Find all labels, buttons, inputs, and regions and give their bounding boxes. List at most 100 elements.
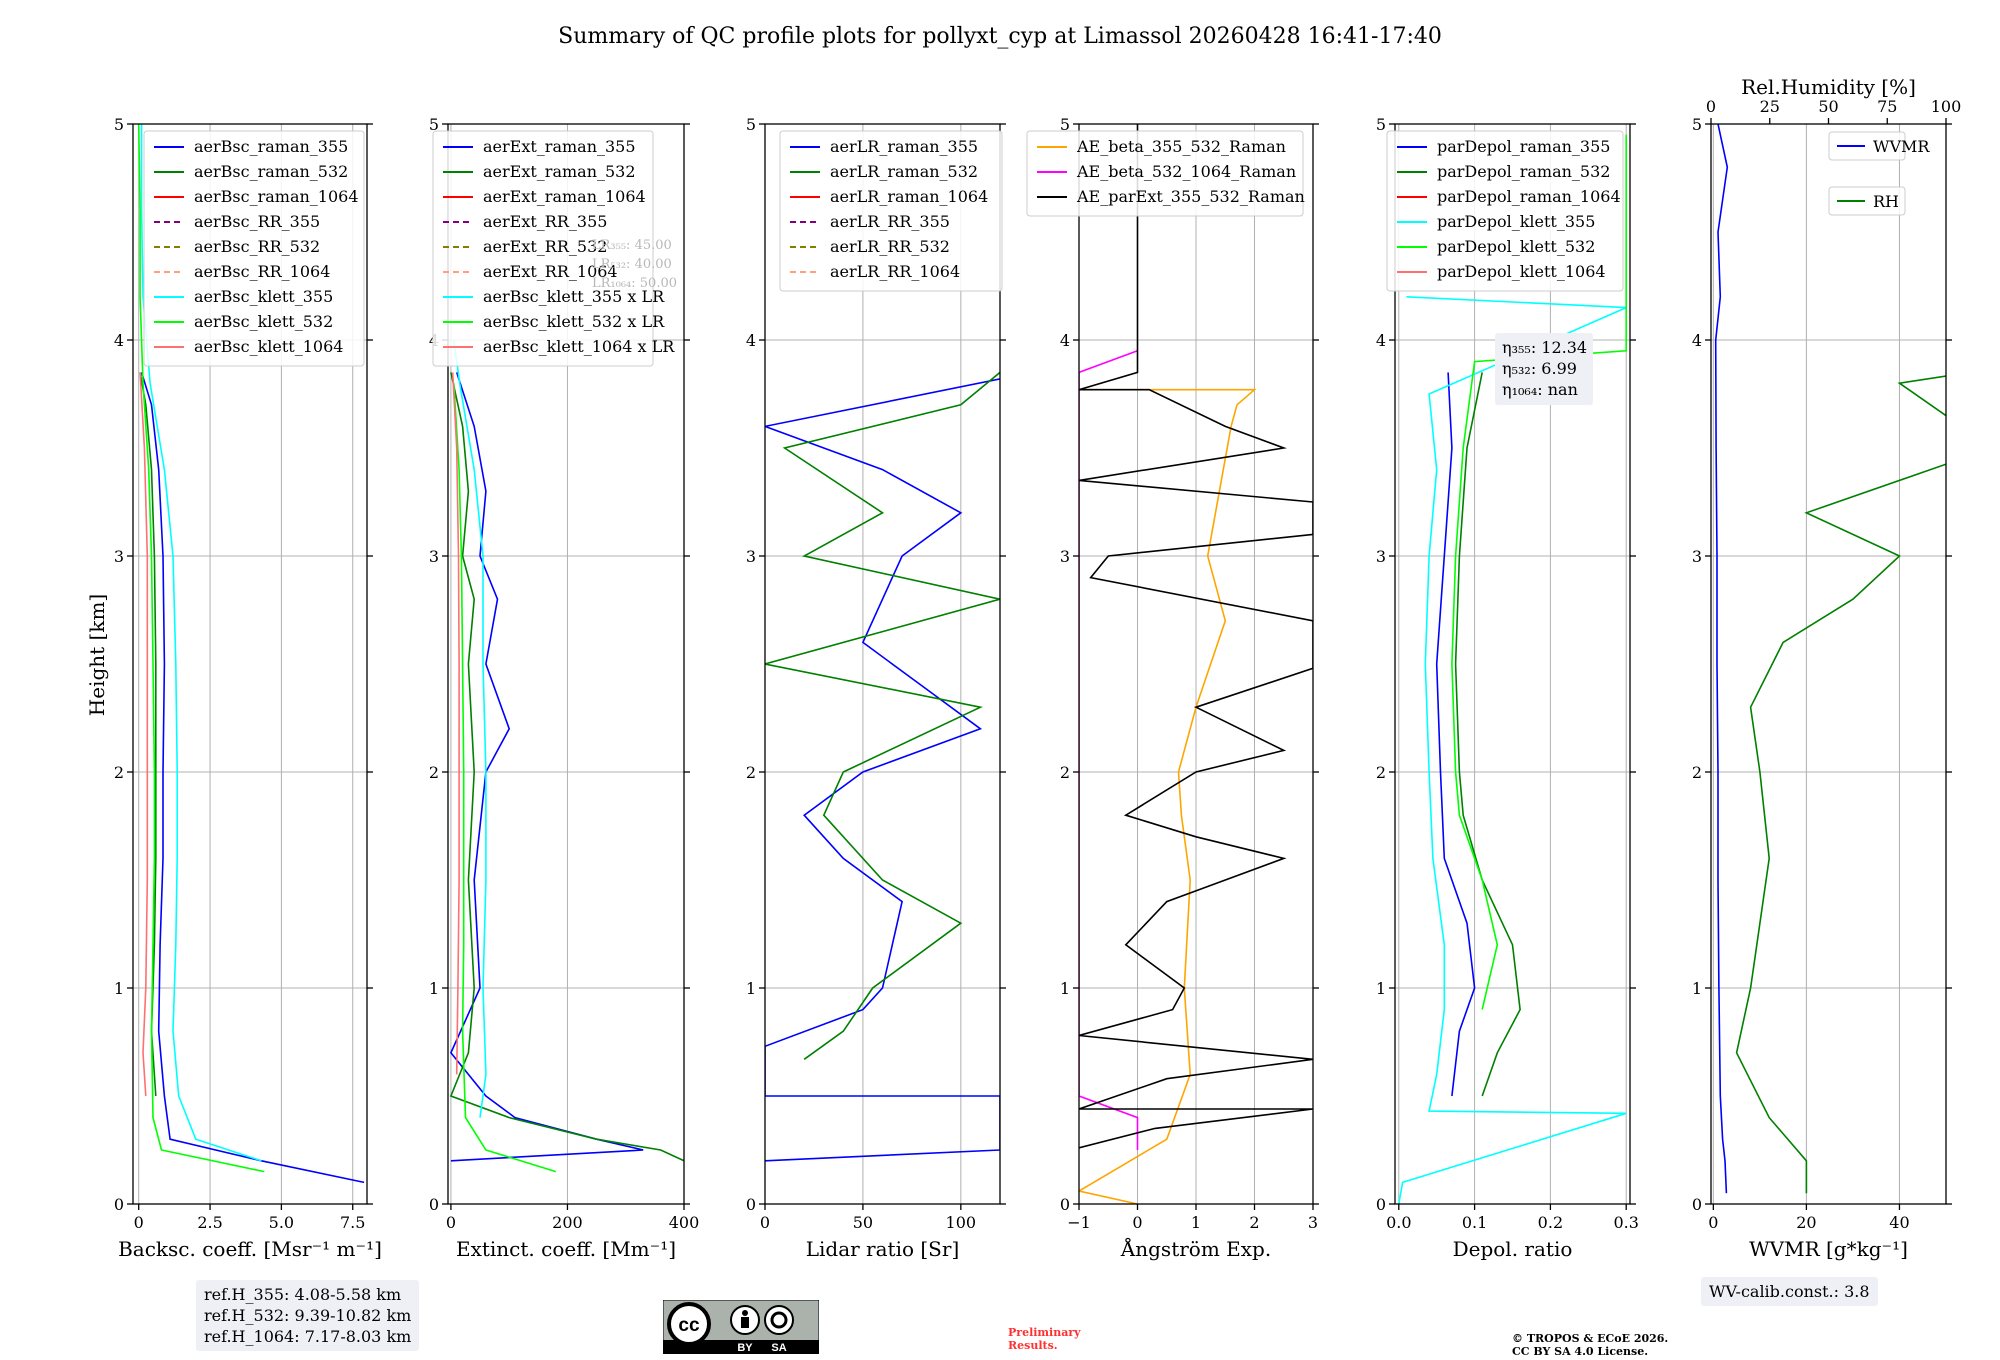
legend-box xyxy=(143,130,365,367)
preliminary-line-2: Results. xyxy=(1008,1339,1058,1352)
y-tick-label: 3 xyxy=(1376,547,1386,566)
series-line-lr-1 xyxy=(765,371,1000,1060)
y-tick-label: 1 xyxy=(746,979,756,998)
y-tick-label: 5 xyxy=(1376,115,1386,134)
panel-dep: 0 1 2 3 4 5 0.0 0.1 0.2 0.3 Depol. ratio parDepol_r… xyxy=(1376,115,1639,1261)
x-tick-label: 0 xyxy=(1132,1213,1142,1232)
y-tick-label: 3 xyxy=(746,547,756,566)
y-tick-label: 2 xyxy=(1376,763,1386,782)
x-tick-label: 7.5 xyxy=(340,1213,365,1232)
legend-entry-dep-4: parDepol_klett_532 xyxy=(1437,237,1595,256)
top-x-tick-label: 0 xyxy=(1706,97,1716,116)
legend-entry-ae-1: AE_beta_532_1064_Raman xyxy=(1076,162,1296,181)
y-tick-label: 3 xyxy=(1692,547,1702,566)
series-line-dep-0 xyxy=(1435,372,1476,1097)
legend-entry-ext-8: aerBsc_klett_1064 x LR xyxy=(483,337,675,356)
y-tick-label: 1 xyxy=(114,979,124,998)
legend-entry-ext-4: aerExt_RR_532 xyxy=(483,237,607,256)
series-line-ae-2 xyxy=(1079,124,1313,1149)
legend-entry-lr-3: aerLR_RR_355 xyxy=(830,212,950,231)
x-axis-label: Depol. ratio xyxy=(1453,1237,1573,1261)
ref-h-355: ref.H_355: 4.08-5.58 km xyxy=(204,1285,402,1304)
share-alike-icon xyxy=(764,1305,794,1335)
wv-calib-box: WV-calib.const.: 3.8 xyxy=(1701,1277,1878,1306)
legend-entry-dep-0: parDepol_raman_355 xyxy=(1437,137,1610,156)
y-axis-label: Height [km] xyxy=(85,594,109,716)
copyright-note: © TROPOS & ECoE 2026. CC BY SA 4.0 Licen… xyxy=(1512,1332,1668,1358)
preliminary-line-1: Preliminary xyxy=(1008,1326,1081,1339)
y-tick-label: 1 xyxy=(429,979,439,998)
reference-height-box: ref.H_355: 4.08-5.58 km ref.H_532: 9.39-… xyxy=(196,1280,420,1351)
y-tick-label: 2 xyxy=(1692,763,1702,782)
series-line-dep-3 xyxy=(1398,296,1627,1204)
x-tick-label: 2.5 xyxy=(197,1213,222,1232)
legend-entry-bsc-0: aerBsc_raman_355 xyxy=(194,137,348,156)
series-line-ext-0 xyxy=(449,372,644,1162)
y-tick-label: 4 xyxy=(1692,331,1702,350)
by-label: BY xyxy=(737,1342,753,1354)
legend-entry-lr-0: aerLR_raman_355 xyxy=(830,137,978,156)
y-tick-label: 2 xyxy=(429,763,439,782)
legend-entry-ext-2: aerExt_raman_1064 xyxy=(483,187,646,206)
ref-h-532: ref.H_532: 9.39-10.82 km xyxy=(204,1306,412,1325)
y-tick-label: 1 xyxy=(1692,979,1702,998)
y-tick-label: 5 xyxy=(114,115,124,134)
legend-entry-bsc-6: aerBsc_klett_355 xyxy=(194,287,333,306)
preliminary-results-note: Preliminary Results. xyxy=(1008,1326,1081,1352)
copyright-line-1: © TROPOS & ECoE 2026. xyxy=(1512,1332,1669,1345)
copyright-line-2: CC BY SA 4.0 License. xyxy=(1512,1345,1649,1358)
x-tick-label: 50 xyxy=(853,1213,873,1232)
legend-entry-bsc-7: aerBsc_klett_532 xyxy=(194,312,333,331)
x-tick-label: 400 xyxy=(669,1213,700,1232)
y-tick-label: 0 xyxy=(429,1195,439,1214)
legend-entry-wv-1: RH xyxy=(1873,192,1899,211)
legend-box xyxy=(1828,186,1906,216)
x-tick-label: 3 xyxy=(1308,1213,1318,1232)
y-tick-label: 1 xyxy=(1376,979,1386,998)
eta-label-2: η₁₀₆₄: nan xyxy=(1502,380,1578,399)
axes-frame xyxy=(1394,123,1631,1205)
legend-entry-ext-0: aerExt_raman_355 xyxy=(483,137,636,156)
y-tick-label: 0 xyxy=(1376,1195,1386,1214)
series-line-ext-1 xyxy=(449,372,684,1162)
y-tick-label: 3 xyxy=(1060,547,1070,566)
x-tick-label: 20 xyxy=(1796,1213,1816,1232)
x-axis-label: Ångström Exp. xyxy=(1120,1236,1271,1261)
legend-entry-ae-2: AE_parExt_355_532_Raman xyxy=(1076,187,1305,206)
series-line-bsc-7 xyxy=(137,124,265,1173)
x-tick-label: 0 xyxy=(1708,1213,1718,1232)
wv-calib-text: WV-calib.const.: 3.8 xyxy=(1709,1282,1870,1301)
series-line-dep-1 xyxy=(1454,372,1521,1097)
legend-box xyxy=(779,130,1003,292)
legend-box xyxy=(432,130,654,367)
x-tick-label: 5.0 xyxy=(269,1213,294,1232)
series-line-bsc-0 xyxy=(140,372,365,1184)
eta-label-0: η₃₅₅: 12.34 xyxy=(1502,338,1587,357)
cc-logo-text: cc xyxy=(678,1315,700,1336)
axes-frame xyxy=(447,123,685,1205)
x-tick-label: 0 xyxy=(760,1213,770,1232)
legend-entry-bsc-8: aerBsc_klett_1064 xyxy=(194,337,343,356)
legend-entry-bsc-3: aerBsc_RR_355 xyxy=(194,212,320,231)
legend-entry-bsc-1: aerBsc_raman_532 xyxy=(194,162,348,181)
y-tick-label: 5 xyxy=(1692,115,1702,134)
series-line-ae-0 xyxy=(1079,388,1257,1204)
y-tick-label: 3 xyxy=(429,547,439,566)
legend-entry-dep-5: parDepol_klett_1064 xyxy=(1437,262,1606,281)
y-tick-label: 2 xyxy=(114,763,124,782)
cc-logo-icon xyxy=(667,1302,711,1346)
x-tick-label: 0.3 xyxy=(1613,1213,1638,1232)
y-tick-label: 3 xyxy=(114,547,124,566)
series-line-ext-6 xyxy=(453,339,487,1118)
x-tick-label: 2 xyxy=(1249,1213,1259,1232)
series-line-wv-1 xyxy=(1735,375,1946,1194)
y-tick-label: 4 xyxy=(1060,331,1070,350)
top-x-tick-label: 100 xyxy=(1931,97,1962,116)
x-tick-label: 0 xyxy=(446,1213,456,1232)
legend-entry-ext-7: aerBsc_klett_532 x LR xyxy=(483,312,665,331)
legend-entry-lr-1: aerLR_raman_532 xyxy=(830,162,978,181)
